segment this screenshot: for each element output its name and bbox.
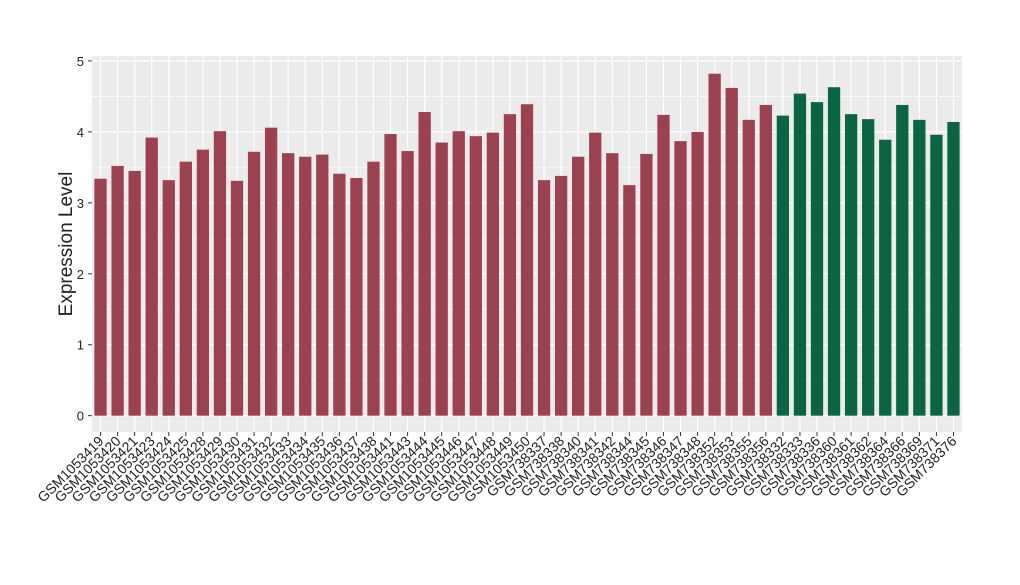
bar	[947, 121, 960, 416]
bar	[913, 119, 926, 416]
bar	[384, 134, 397, 416]
y-tick-label: 0	[77, 409, 84, 424]
bar	[418, 112, 431, 416]
bar	[623, 185, 636, 416]
y-tick-label: 1	[77, 338, 84, 353]
bar	[179, 161, 192, 416]
bar	[759, 104, 772, 416]
bar	[691, 131, 704, 416]
y-tick-label: 4	[77, 125, 84, 140]
bar	[350, 178, 363, 416]
bar	[674, 141, 687, 416]
bar	[776, 115, 790, 416]
bar	[162, 180, 175, 416]
y-axis-label: Expression Level	[56, 172, 77, 317]
bar	[657, 114, 670, 416]
bar	[827, 87, 841, 416]
bar	[708, 73, 721, 416]
y-tick-label: 2	[77, 267, 84, 282]
bar	[401, 151, 414, 416]
bar	[128, 170, 141, 416]
bar	[844, 114, 858, 416]
bar	[930, 134, 943, 416]
bar	[879, 139, 892, 416]
bar	[247, 151, 261, 416]
y-tick-label: 3	[77, 196, 84, 211]
bar	[640, 153, 653, 416]
bar	[469, 136, 482, 416]
bar	[145, 137, 158, 416]
bar	[742, 119, 755, 416]
bar	[264, 127, 278, 416]
bar	[333, 173, 346, 416]
bar	[282, 153, 295, 416]
bar	[896, 104, 909, 416]
bar	[196, 149, 210, 416]
bar	[486, 132, 500, 416]
bar	[435, 142, 448, 416]
bar	[537, 180, 551, 416]
bar	[452, 131, 465, 416]
bar	[793, 93, 807, 416]
bar	[862, 119, 875, 416]
bar	[111, 165, 124, 416]
bar	[367, 161, 380, 416]
y-tick-label: 5	[77, 54, 84, 69]
bar	[725, 87, 738, 416]
bar	[299, 156, 312, 416]
bar	[554, 175, 568, 416]
bar	[213, 131, 227, 416]
bar	[606, 153, 619, 416]
bar	[316, 154, 329, 416]
bar	[94, 178, 107, 416]
bar	[572, 156, 585, 416]
bar	[230, 180, 244, 416]
bar	[520, 104, 534, 416]
bar	[589, 132, 602, 416]
bar	[503, 114, 517, 416]
bar	[810, 102, 824, 416]
